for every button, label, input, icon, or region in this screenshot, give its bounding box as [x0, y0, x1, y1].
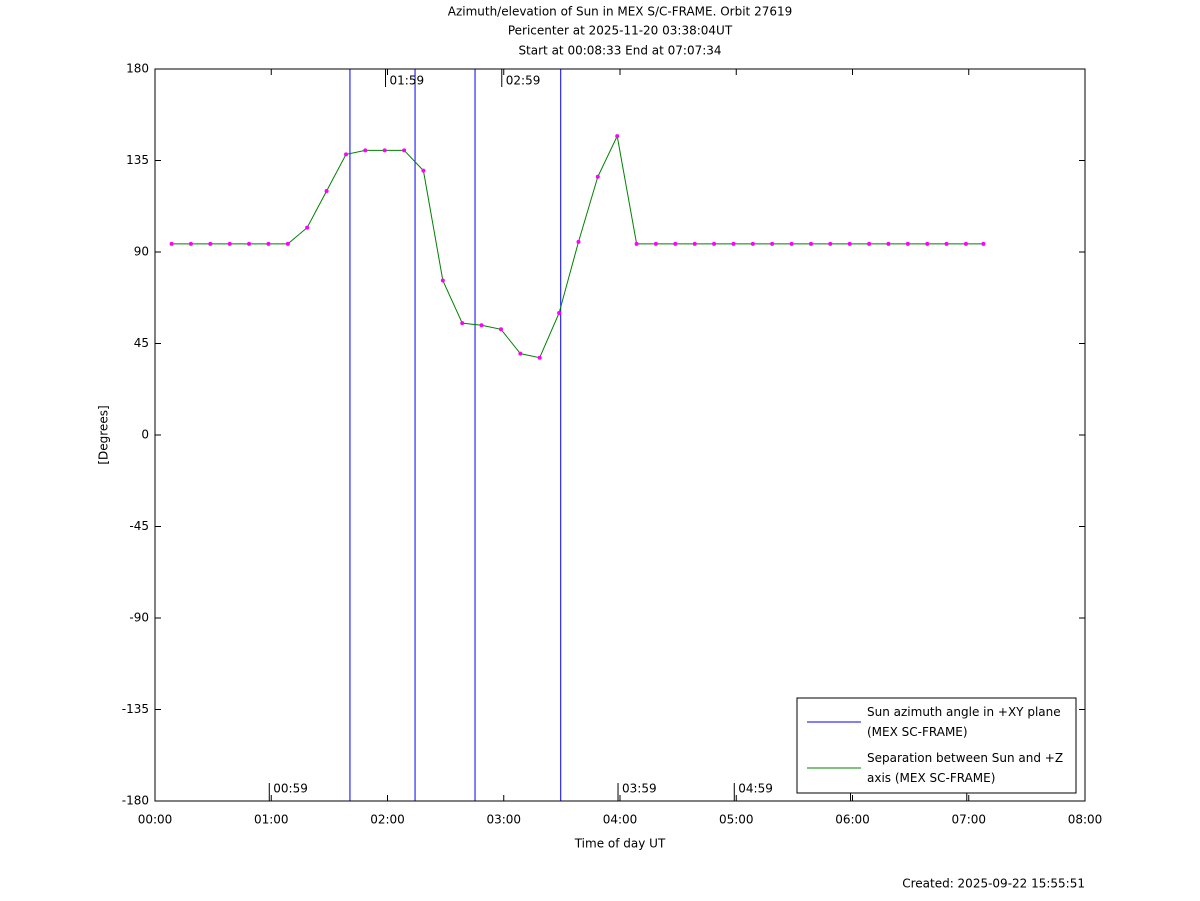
x-tick-label: 03:00 — [486, 813, 521, 827]
chart-subtitle: Pericenter at 2025-11-20 03:38:04UT — [508, 24, 733, 38]
legend-label: Sun azimuth angle in +XY plane (MEX SC-F… — [867, 705, 1061, 739]
point-marker — [169, 241, 174, 246]
y-tick-label: 0 — [141, 428, 149, 442]
point-marker — [498, 327, 503, 332]
point-marker — [905, 241, 910, 246]
point-marker — [305, 225, 310, 230]
point-marker — [963, 241, 968, 246]
point-marker — [460, 321, 465, 326]
point-marker — [828, 241, 833, 246]
point-marker — [731, 241, 736, 246]
point-marker — [518, 351, 523, 356]
legend-entry: Separation between Sun and +Z axis (MEX … — [867, 751, 1064, 785]
point-marker — [266, 241, 271, 246]
y-tick-label: 135 — [126, 153, 149, 167]
x-tick-label: 08:00 — [1068, 813, 1103, 827]
point-marker — [981, 241, 986, 246]
point-marker — [479, 323, 484, 328]
point-marker — [402, 148, 407, 153]
chart-title: Azimuth/elevation of Sun in MEX S/C-FRAM… — [448, 5, 793, 19]
annotation-text: 04:59 — [738, 782, 773, 796]
annotation-text: 02:59 — [506, 74, 541, 88]
point-marker — [789, 241, 794, 246]
plot-frame — [154, 68, 1086, 802]
point-marker — [595, 174, 600, 179]
point-marker — [847, 241, 852, 246]
point-marker — [925, 241, 930, 246]
point-marker — [188, 241, 193, 246]
point-marker — [421, 168, 426, 173]
x-axis-label: Time of day UT — [574, 837, 666, 851]
point-marker — [634, 241, 639, 246]
point-marker — [750, 241, 755, 246]
point-marker — [363, 148, 368, 153]
annotation-text: 03:59 — [622, 782, 657, 796]
point-marker — [247, 241, 252, 246]
point-marker — [944, 241, 949, 246]
legend-entry: Sun azimuth angle in +XY plane (MEX SC-F… — [867, 705, 1061, 739]
point-marker — [886, 241, 891, 246]
point-marker — [712, 241, 717, 246]
point-marker — [615, 134, 620, 139]
x-tick-label: 07:00 — [951, 813, 986, 827]
y-tick-label: -90 — [129, 611, 149, 625]
y-tick-label: 45 — [134, 336, 149, 350]
point-marker — [557, 311, 562, 315]
point-marker — [653, 241, 658, 246]
point-marker — [673, 241, 678, 246]
annotation-text: 01:59 — [390, 74, 425, 88]
point-marker — [867, 241, 872, 246]
point-marker — [343, 152, 348, 157]
y-tick-label: -180 — [122, 794, 149, 808]
x-tick-label: 06:00 — [835, 813, 870, 827]
legend-box — [796, 697, 1077, 794]
point-marker — [770, 241, 775, 246]
x-tick-label: 05:00 — [719, 813, 754, 827]
point-marker — [324, 189, 329, 193]
y-tick-label: -45 — [129, 519, 149, 533]
legend-label: Separation between Sun and +Z axis (MEX … — [867, 751, 1064, 785]
y-tick-label: -135 — [122, 702, 149, 716]
point-marker — [576, 239, 581, 244]
x-tick-label: 01:00 — [254, 813, 289, 827]
point-marker — [382, 148, 387, 153]
x-tick-label: 02:00 — [370, 813, 405, 827]
point-marker — [440, 278, 445, 283]
annotation-text: 00:59 — [273, 782, 308, 796]
point-marker — [808, 241, 813, 246]
footer: Created: 2025-09-22 15:55:51 — [902, 877, 1085, 891]
point-marker — [537, 355, 542, 360]
point-marker — [227, 241, 232, 246]
point-marker — [285, 241, 290, 246]
point-marker — [208, 241, 213, 246]
y-tick-label: 180 — [126, 62, 149, 76]
y-axis-label: [Degrees] — [97, 405, 111, 464]
point-marker — [692, 241, 697, 246]
x-tick-label: 00:00 — [138, 813, 173, 827]
x-tick-label: 04:00 — [603, 813, 638, 827]
chart-subtitle: Start at 00:08:33 End at 07:07:34 — [518, 44, 721, 58]
y-tick-label: 90 — [134, 245, 149, 259]
